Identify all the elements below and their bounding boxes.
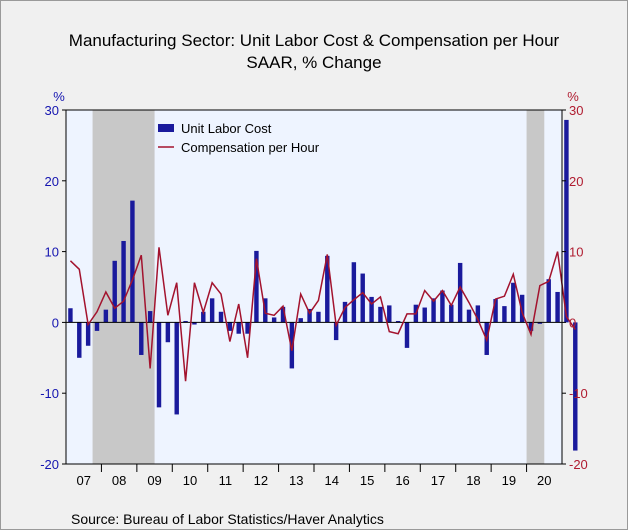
left-axis-unit: % xyxy=(53,89,65,104)
bar-unit-labor-cost xyxy=(511,282,516,323)
bar-unit-labor-cost xyxy=(325,255,330,323)
x-tick-label: 15 xyxy=(360,473,374,488)
bar-unit-labor-cost xyxy=(369,296,374,323)
bar-unit-labor-cost xyxy=(174,322,179,415)
bar-unit-labor-cost xyxy=(457,262,463,323)
bar-unit-labor-cost xyxy=(298,318,303,323)
x-tick-label: 20 xyxy=(537,473,551,488)
bar-unit-labor-cost xyxy=(139,322,144,355)
bar-unit-labor-cost xyxy=(130,200,135,323)
x-tick-label: 10 xyxy=(183,473,197,488)
bar-unit-labor-cost xyxy=(121,240,126,323)
recession-shading xyxy=(526,110,545,464)
bar-unit-labor-cost xyxy=(307,308,312,323)
bar-unit-labor-cost xyxy=(103,309,109,323)
bar-unit-labor-cost xyxy=(422,307,427,323)
bar-unit-labor-cost xyxy=(236,322,241,334)
bar-unit-labor-cost xyxy=(201,311,206,323)
left-tick-label: 10 xyxy=(45,245,59,260)
right-tick-label: 20 xyxy=(569,174,583,189)
bar-unit-labor-cost xyxy=(68,308,73,323)
bar-unit-labor-cost xyxy=(475,305,481,323)
bar-unit-labor-cost xyxy=(333,322,339,341)
legend: Unit Labor Cost Compensation per Hour xyxy=(158,121,320,155)
right-tick-label: 0 xyxy=(569,315,576,330)
x-tick-label: 14 xyxy=(324,473,338,488)
bar-unit-labor-cost xyxy=(245,322,250,334)
x-tick-label: 19 xyxy=(502,473,516,488)
bar-unit-labor-cost xyxy=(94,322,100,331)
bar-unit-labor-cost xyxy=(280,306,286,323)
bar-unit-labor-cost xyxy=(165,322,171,343)
x-tick-label: 11 xyxy=(219,473,233,488)
chart-subtitle: SAAR, % Change xyxy=(246,53,381,72)
bar-unit-labor-cost xyxy=(147,311,153,323)
right-tick-label: -10 xyxy=(569,386,588,401)
left-tick-label: 0 xyxy=(52,315,59,330)
bar-unit-labor-cost xyxy=(156,322,162,408)
line-compensation-per-hour xyxy=(69,247,576,382)
x-tick-label: 13 xyxy=(289,473,303,488)
bar-unit-labor-cost xyxy=(440,290,445,323)
bar-unit-labor-cost xyxy=(218,311,224,323)
bar-unit-labor-cost xyxy=(537,322,543,324)
bar-unit-labor-cost xyxy=(387,305,392,323)
left-tick-label: 20 xyxy=(45,174,59,189)
x-tick-label: 12 xyxy=(254,473,268,488)
bar-unit-labor-cost xyxy=(555,291,560,323)
bar-unit-labor-cost xyxy=(227,322,233,331)
x-tick-label: 17 xyxy=(431,473,445,488)
bar-unit-labor-cost xyxy=(449,304,454,323)
x-tick-label: 08 xyxy=(112,473,126,488)
bar-unit-labor-cost xyxy=(254,250,259,323)
bar-unit-labor-cost xyxy=(85,322,91,346)
bar-unit-labor-cost xyxy=(209,298,215,323)
bar-unit-labor-cost xyxy=(528,322,534,331)
source-note: Source: Bureau of Labor Statistics/Haver… xyxy=(71,511,384,527)
bar-unit-labor-cost xyxy=(573,322,578,451)
left-tick-label: -20 xyxy=(40,457,59,472)
x-tick-label: 18 xyxy=(466,473,480,488)
bar-unit-labor-cost xyxy=(466,309,472,323)
bar-unit-labor-cost xyxy=(378,306,383,323)
bar-unit-labor-cost xyxy=(564,119,569,323)
left-tick-label: 30 xyxy=(45,103,59,118)
bar-unit-labor-cost xyxy=(342,301,348,323)
bar-unit-labor-cost xyxy=(183,320,188,323)
legend-label-compensation-per-hour: Compensation per Hour xyxy=(181,140,320,155)
legend-swatch-unit-labor-cost xyxy=(158,124,174,132)
bar-unit-labor-cost xyxy=(289,322,295,369)
plot-area: -20 -20 -10 -10 0 0 10 10 20 20 30 30 07 08 09 10 11 12 13… xyxy=(40,103,588,488)
right-tick-label: -20 xyxy=(569,457,588,472)
right-tick-label: 10 xyxy=(569,245,583,260)
bar-unit-labor-cost xyxy=(271,317,277,323)
legend-label-unit-labor-cost: Unit Labor Cost xyxy=(181,121,272,136)
x-tick-label: 09 xyxy=(147,473,161,488)
bar-unit-labor-cost xyxy=(502,306,507,323)
bar-unit-labor-cost xyxy=(360,273,365,323)
bar-unit-labor-cost xyxy=(493,299,498,323)
bar-unit-labor-cost xyxy=(431,298,436,323)
bar-unit-labor-cost xyxy=(77,322,82,358)
right-tick-label: 30 xyxy=(569,103,583,118)
bar-unit-labor-cost xyxy=(112,260,117,323)
chart-title: Manufacturing Sector: Unit Labor Cost & … xyxy=(69,31,560,50)
bar-unit-labor-cost xyxy=(192,322,197,325)
right-axis-unit: % xyxy=(567,89,579,104)
bar-unit-labor-cost xyxy=(519,294,525,323)
bar-unit-labor-cost xyxy=(395,320,401,323)
left-tick-label: -10 xyxy=(40,386,59,401)
x-tick-label: 07 xyxy=(76,473,90,488)
x-tick-label: 16 xyxy=(395,473,409,488)
bar-unit-labor-cost xyxy=(546,279,551,323)
bar-unit-labor-cost xyxy=(351,262,357,323)
bar-unit-labor-cost xyxy=(404,322,410,348)
bar-unit-labor-cost xyxy=(316,311,321,323)
